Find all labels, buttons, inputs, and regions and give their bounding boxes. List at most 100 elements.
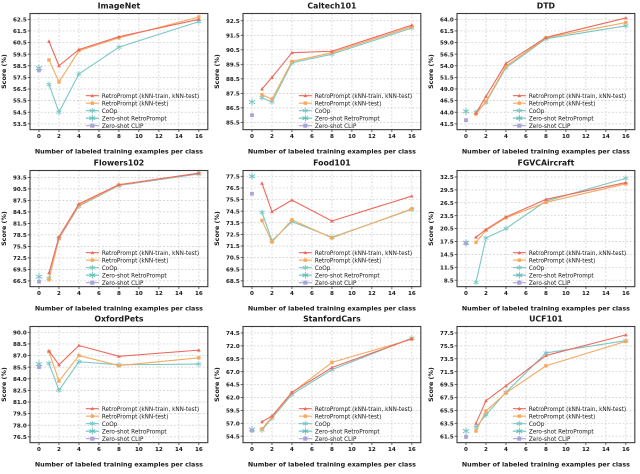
legend-label: RetroPrompt (kNN-test) xyxy=(315,101,382,107)
x-tick-label: 4 xyxy=(290,447,294,453)
zero-shot-point-zs_clip xyxy=(463,435,468,440)
x-tick-label: 16 xyxy=(622,447,630,453)
data-point-retro_test xyxy=(290,59,294,64)
legend-marker xyxy=(517,101,521,105)
subplot-stanfordcars: 0 2 4 6 8 10 12 14 16 54.5 57.0 59.5 62.0 64.5 67.0 69.… xyxy=(213,313,426,470)
data-point-retro_train_test xyxy=(473,421,478,426)
x-tick-label: 10 xyxy=(562,291,570,297)
y-tick-label: 73.5 xyxy=(440,357,454,363)
y-tick-label: 53.5 xyxy=(13,122,27,128)
legend-label: Zero-shot RetroPrompt xyxy=(528,273,594,279)
x-tick-label: 4 xyxy=(77,291,81,297)
zero-shot-point-zs_retro xyxy=(249,98,256,106)
y-axis-label: Score (%) xyxy=(427,367,435,402)
legend-label: Zero-shot RetroPrompt xyxy=(315,116,381,122)
legend-label: Zero-shot CLIP xyxy=(102,280,144,286)
legend-label: Zero-shot CLIP xyxy=(528,437,570,443)
y-tick-label: 71.5 xyxy=(440,370,454,376)
legend-item-retro_train_test: RetroPrompt (kNN-train, kNN-test) xyxy=(85,407,199,413)
x-tick-label: 14 xyxy=(175,447,183,453)
chart-canvas: 0 2 4 6 8 10 12 14 16 41.5 44.0 46.5 49.0 51.5 54.0 56.… xyxy=(427,2,636,155)
legend-item-zs_clip: Zero-shot CLIP xyxy=(299,436,357,443)
chart-title: StanfordCars xyxy=(303,315,361,324)
data-point-retro_train_test xyxy=(623,180,628,184)
legend-marker xyxy=(90,414,95,419)
x-axis-label: Number of labeled training examples per … xyxy=(248,304,416,312)
data-point-retro_train_test xyxy=(483,399,488,403)
x-tick-label: 12 xyxy=(368,447,376,453)
data-point-retro_test xyxy=(197,356,201,360)
legend-item-retro_train_test: RetroPrompt (kNN-train, kNN-test) xyxy=(512,250,626,256)
legend-item-zs_retro: Zero-shot RetroPrompt xyxy=(512,271,594,279)
legend-marker xyxy=(89,421,95,427)
legend-marker xyxy=(516,107,522,114)
legend-item-retro_test: RetroPrompt (kNN-test) xyxy=(299,258,382,264)
legend-item-retro_train_test: RetroPrompt (kNN-train, kNN-test) xyxy=(85,250,199,256)
x-tick-label: 2 xyxy=(484,447,488,453)
x-tick-label: 2 xyxy=(484,291,488,297)
data-point-retro_train_test xyxy=(503,61,508,65)
data-point-retro_train_test xyxy=(47,349,51,353)
data-point-retro_test xyxy=(330,51,334,55)
y-axis-label: Score (%) xyxy=(213,367,221,402)
zero-shot-point-zs_clip xyxy=(250,113,255,118)
legend-label: RetroPrompt (kNN-train, kNN-test) xyxy=(102,94,199,100)
data-point-coop xyxy=(196,361,202,368)
data-point-coop xyxy=(46,360,52,367)
y-tick-label: 26.5 xyxy=(440,201,454,207)
y-axis-label: Score (%) xyxy=(213,54,221,89)
legend-item-coop: CoOp xyxy=(85,107,118,115)
zero-shot-point-zs_retro xyxy=(35,272,43,280)
chart-canvas: 0 2 4 6 8 10 12 14 16 68.5 69.5 70.5 71.5 72.5 73.5 74.… xyxy=(213,158,422,312)
x-tick-label: 14 xyxy=(602,291,610,297)
x-tick-label: 16 xyxy=(622,291,630,297)
data-point-retro_train_test xyxy=(543,35,548,39)
legend-label: CoOp xyxy=(102,265,118,271)
data-point-retro_train_test xyxy=(483,227,488,231)
data-point-retro_train_test xyxy=(260,420,265,424)
legend-label: RetroPrompt (kNN-train, kNN-test) xyxy=(315,250,412,256)
legend-item-coop: CoOp xyxy=(512,264,544,271)
y-tick-label: 73.5 xyxy=(226,221,240,227)
data-point-retro_train_test xyxy=(57,363,61,367)
x-tick-label: 10 xyxy=(135,447,143,453)
data-point-retro_train_test xyxy=(290,197,295,202)
legend-item-coop: CoOp xyxy=(85,421,118,428)
data-point-retro_train_test xyxy=(473,234,478,239)
y-tick-label: 61.5 xyxy=(440,29,454,35)
data-point-coop xyxy=(503,225,509,232)
legend-item-zs_clip: Zero-shot CLIP xyxy=(512,436,571,443)
chart-canvas: 0 2 4 6 8 10 12 14 16 85.5 86.5 87.5 88.5 89.5 90.5 91.… xyxy=(213,2,422,155)
x-tick-label: 14 xyxy=(388,291,396,297)
x-tick-label: 14 xyxy=(175,134,183,140)
data-point-retro_train_test xyxy=(503,384,508,388)
x-tick-label: 12 xyxy=(155,291,163,297)
x-tick-label: 16 xyxy=(622,134,630,140)
data-point-retro_train_test xyxy=(330,218,335,223)
data-point-coop xyxy=(56,109,62,116)
legend-marker xyxy=(302,427,309,435)
y-tick-label: 66.5 xyxy=(13,279,27,285)
legend-marker xyxy=(517,93,521,98)
x-tick-label: 12 xyxy=(368,291,376,297)
y-tick-label: 69.5 xyxy=(440,383,454,389)
y-tick-label: 71.5 xyxy=(226,244,240,250)
x-tick-label: 14 xyxy=(602,447,610,453)
y-tick-label: 44.0 xyxy=(440,110,454,116)
chart-title: FGVCAircraft xyxy=(517,158,574,167)
x-tick-label: 16 xyxy=(408,134,416,140)
legend-item-coop: CoOp xyxy=(85,264,118,271)
x-tick-label: 4 xyxy=(504,447,508,453)
legend-marker xyxy=(303,107,309,114)
data-point-retro_train_test xyxy=(77,47,81,51)
data-point-retro_train_test xyxy=(77,201,81,205)
y-tick-label: 68.5 xyxy=(226,279,240,285)
data-point-coop xyxy=(76,359,82,365)
y-tick-label: 86.5 xyxy=(226,106,240,112)
legend-label: Zero-shot CLIP xyxy=(315,280,357,286)
x-tick-label: 4 xyxy=(504,134,508,140)
legend-item-retro_test: RetroPrompt (kNN-test) xyxy=(85,414,168,421)
x-tick-label: 6 xyxy=(524,134,528,140)
data-point-retro_train_test xyxy=(410,23,415,27)
